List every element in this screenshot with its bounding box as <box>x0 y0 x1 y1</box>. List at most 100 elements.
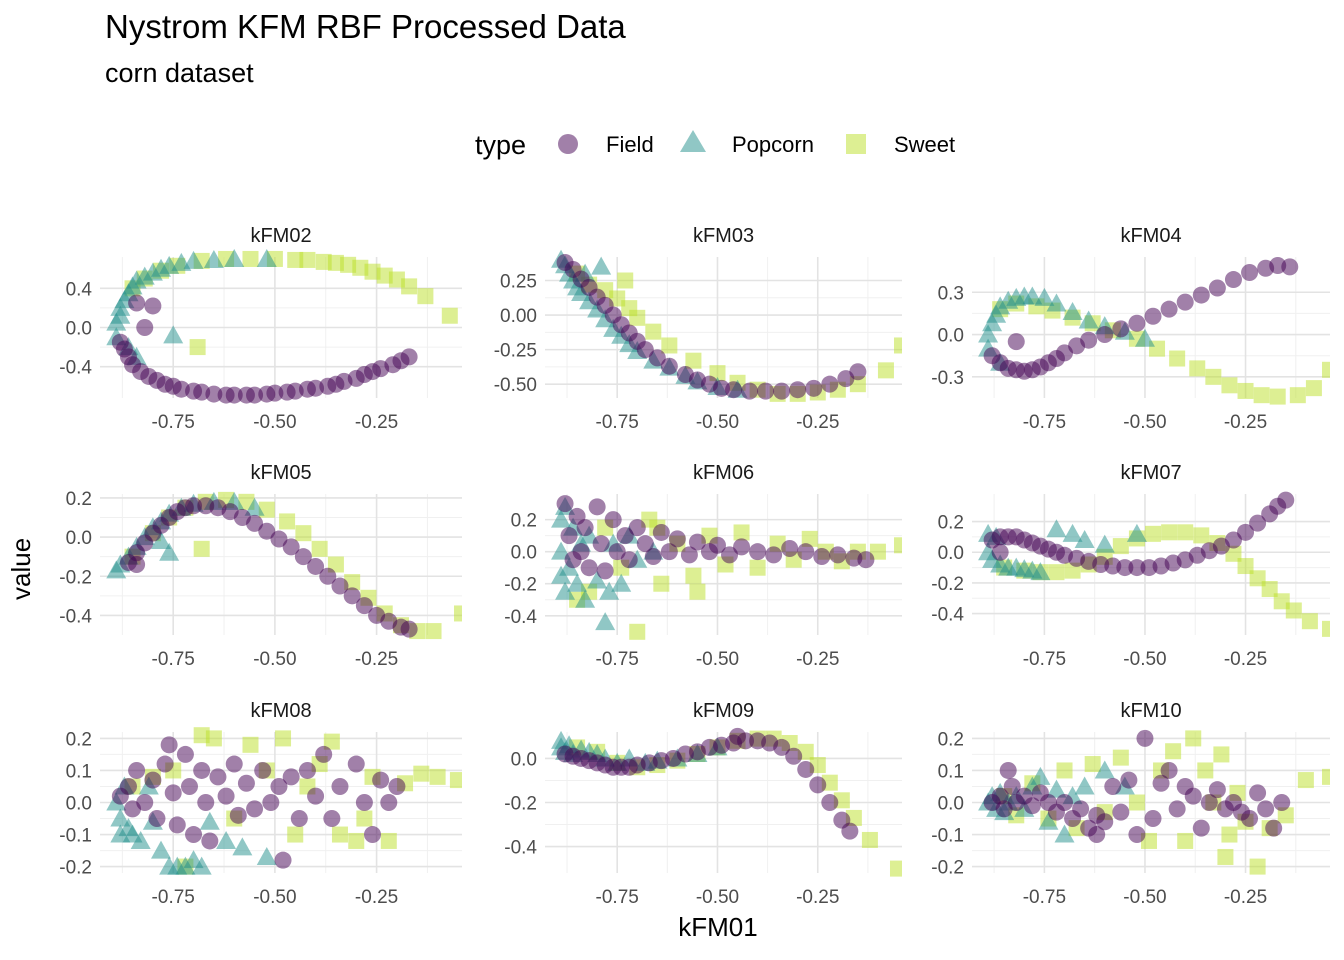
point-field <box>1128 826 1146 844</box>
point-field <box>144 771 162 789</box>
x-tick-label: -0.50 <box>253 887 296 908</box>
point-field <box>680 546 698 564</box>
point-popcorn <box>256 846 277 865</box>
point-field <box>1273 794 1291 811</box>
point-sweet <box>1297 772 1314 789</box>
point-sweet <box>193 727 210 744</box>
point-field <box>347 755 365 773</box>
point-field <box>648 349 666 367</box>
point-sweet <box>348 832 365 849</box>
x-tick-label: -0.25 <box>1224 649 1267 670</box>
y-tick-label: 0.1 <box>938 761 964 782</box>
x-tick-label: -0.25 <box>796 412 839 433</box>
point-field <box>773 382 791 400</box>
point-popcorn <box>232 837 253 856</box>
point-sweet <box>331 826 348 843</box>
point-sweet <box>1305 380 1322 397</box>
panel-kfm10: -0.75 -0.50 -0.25 -0.2 -0.1 0.0 0.1 0.2 kFM10 <box>931 700 1330 908</box>
point-field <box>1144 307 1162 325</box>
point-popcorn <box>110 824 131 843</box>
point-sweet <box>1169 350 1186 367</box>
point-field <box>246 386 264 404</box>
x-tick-label: -0.75 <box>596 412 639 433</box>
point-sweet <box>1253 387 1270 404</box>
point-field <box>119 777 137 795</box>
y-tick-label: -0.2 <box>59 567 92 588</box>
point-field <box>821 375 839 393</box>
point-popcorn <box>183 250 204 269</box>
x-tick-label: -0.25 <box>355 649 398 670</box>
x-tick-label: -0.50 <box>253 412 296 433</box>
point-field <box>797 760 815 778</box>
point-field <box>688 533 706 551</box>
point-sweet <box>1225 545 1242 562</box>
point-sweet <box>454 605 462 622</box>
point-field <box>270 777 288 795</box>
point-popcorn <box>1054 824 1075 843</box>
y-tick-label: 0.0 <box>66 528 92 549</box>
point-field <box>254 761 272 779</box>
point-sweet <box>1189 360 1206 377</box>
point-field <box>225 755 243 773</box>
point-sweet <box>205 730 222 747</box>
point-field <box>1023 797 1041 815</box>
point-sweet <box>1285 602 1302 619</box>
point-field <box>355 794 373 811</box>
panel-strip-label: kFM07 <box>1120 462 1181 484</box>
point-field <box>1208 279 1226 297</box>
point-field <box>560 527 578 545</box>
y-tick-label: 0.1 <box>66 761 92 782</box>
point-sweet <box>1269 388 1286 405</box>
point-field <box>616 527 634 545</box>
point-sweet <box>749 559 766 576</box>
point-sweet <box>661 337 678 354</box>
point-field <box>136 794 154 811</box>
point-sweet <box>1273 593 1290 610</box>
point-field <box>1104 777 1122 795</box>
point-field <box>160 736 178 754</box>
point-field <box>331 777 349 795</box>
point-sweet <box>629 623 646 640</box>
point-field <box>1096 813 1114 831</box>
panel-kfm05: -0.75 -0.50 -0.25 -0.4 -0.2 0.0 0.2 kFM05 <box>59 462 462 670</box>
point-field <box>668 530 686 548</box>
point-sweet <box>1221 826 1238 843</box>
point-sweet <box>1213 746 1230 763</box>
panel-kfm03: -0.75 -0.50 -0.25 -0.50 -0.25 0.00 0.25 kFM03 <box>494 225 902 433</box>
point-field <box>749 543 767 561</box>
legend-key-popcorn <box>680 130 706 152</box>
panel-kfm02: -0.75 -0.50 -0.25 -0.4 0.0 0.4 kFM02 <box>59 225 462 433</box>
point-field <box>1152 774 1170 792</box>
y-tick-label: -0.50 <box>494 375 537 396</box>
point-sweet <box>376 267 393 284</box>
point-field <box>266 384 284 402</box>
point-field <box>733 538 751 556</box>
y-tick-label: 0.0 <box>938 794 964 815</box>
point-field <box>1224 531 1242 549</box>
y-axis-label: value <box>6 537 36 600</box>
panel-strip-label: kFM02 <box>250 225 311 247</box>
point-field <box>1080 331 1098 349</box>
point-sweet <box>425 623 442 640</box>
point-sweet <box>1301 613 1318 630</box>
x-tick-label: -0.25 <box>1224 887 1267 908</box>
point-field <box>556 495 574 513</box>
point-field <box>298 761 316 779</box>
point-sweet <box>629 309 646 326</box>
point-popcorn <box>595 612 616 631</box>
point-field <box>636 535 654 553</box>
point-popcorn <box>1046 519 1067 538</box>
y-tick-label: -0.4 <box>504 607 537 628</box>
point-field <box>1192 819 1210 837</box>
panel-strip-label: kFM08 <box>250 700 311 722</box>
point-field <box>319 567 337 585</box>
point-field <box>999 761 1017 779</box>
x-tick-label: -0.25 <box>355 887 398 908</box>
chart-subtitle: corn dataset <box>105 58 254 88</box>
point-field <box>262 794 280 811</box>
point-sweet <box>689 583 706 600</box>
point-field <box>209 768 227 786</box>
point-popcorn <box>1078 310 1099 329</box>
point-field <box>628 519 646 537</box>
point-field <box>307 787 325 805</box>
